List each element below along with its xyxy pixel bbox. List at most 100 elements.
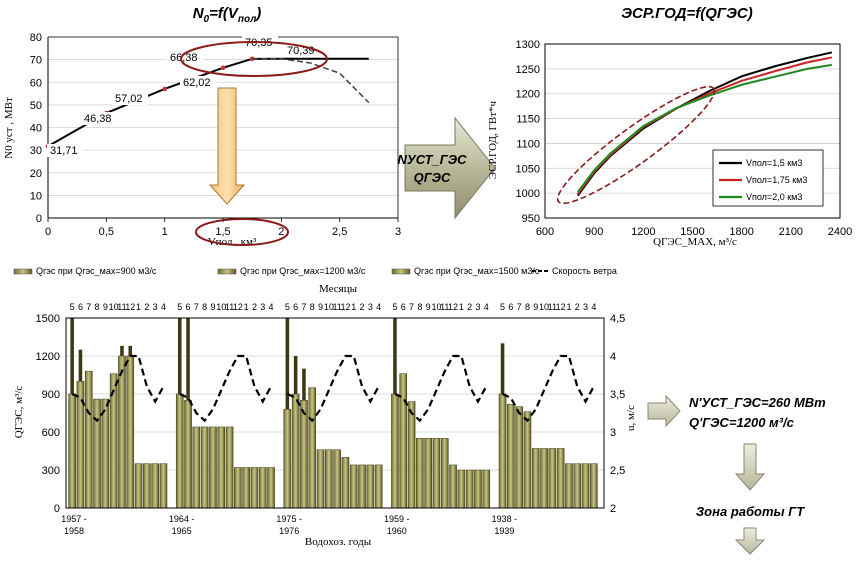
chart1-y-tick: 0 (36, 213, 42, 225)
chart3-month-tick: 12 (340, 302, 350, 312)
chart1-data-point (162, 86, 167, 92)
chart3-month-tick: 2 (144, 302, 149, 312)
chart3-month-tick: 12 (448, 302, 458, 312)
chart3-month-tick: 5 (392, 302, 397, 312)
chart3-legend-swatch (13, 268, 33, 275)
chart3-bar (143, 463, 151, 509)
chart2-title: ЭСР.ГОД=f(QГЭС) (621, 5, 752, 22)
chart3-month-tick: 5 (70, 302, 75, 312)
chart3-month-tick: 10 (539, 302, 549, 312)
chart3-bar (581, 463, 590, 509)
chart3-wind-line (394, 354, 488, 423)
chart3-plot-frame (65, 317, 605, 509)
chart3-y-left-label: QГЭС, м³/с (13, 386, 25, 439)
chart3-bar (234, 467, 242, 509)
chart1-x-tick: 2,5 (332, 226, 347, 238)
chart3-bar (399, 373, 408, 509)
chart3-bar (556, 448, 565, 509)
chart3-wind-line (502, 354, 595, 423)
chart3-y-right-tick: 3 (610, 427, 616, 439)
chart3-month-tick: 1 (351, 302, 356, 312)
chart3-bar (531, 448, 540, 509)
chart1-y-tick: 70 (30, 55, 42, 67)
chart2-x-tick: 1500 (680, 226, 704, 238)
chart3-month-tick: 1 (459, 302, 464, 312)
chart3-bar (407, 401, 416, 509)
chart2-y-tick: 1100 (516, 138, 540, 150)
chart3-bar (358, 464, 366, 509)
chart3-month-tick: 10 (109, 302, 119, 312)
chart3-legend: Qгэс при Qгэс_мах=900 м3/с Qгэс при Qгэс_… (13, 266, 617, 276)
chart3-bar (333, 449, 341, 509)
chart3-year-label: 1938 - (492, 514, 518, 524)
chart3-bar-peak (302, 368, 306, 401)
chart1-x-tick: 1,5 (215, 226, 230, 238)
chart3-bar-peak (120, 345, 124, 356)
chart3-legend-label: Скорость ветра (552, 266, 617, 276)
chart3-bar (449, 464, 457, 509)
chart3-bar (151, 463, 159, 509)
chart3-bar (325, 449, 333, 509)
orange-down-arrow (208, 87, 246, 205)
chart3-month-tick: 6 (508, 302, 513, 312)
chart3-year-label: 1958 (64, 526, 84, 536)
chart2-x-tick: 900 (585, 226, 603, 238)
chart3-month-tick: 4 (484, 302, 489, 312)
chart2-x-axis-label: QГЭС_МАХ, м³/с (653, 236, 737, 248)
chart3-bar (424, 438, 432, 509)
chart3-month-tick: 9 (103, 302, 108, 312)
chart3-month-tick: 11 (548, 302, 557, 312)
chart3-bar (507, 403, 515, 509)
chart3-month-tick: 12 (233, 302, 243, 312)
chart3-bar-peak (186, 318, 190, 401)
chart3-month-tick: 2 (467, 302, 472, 312)
chart3-month-tick: 10 (324, 302, 334, 312)
chart3-legend-label: Qгэс при Qгэс_мах=1500 м3/с (414, 266, 540, 276)
chart3-month-tick: 1 (244, 302, 249, 312)
chart3-y-right-tick: 4 (610, 351, 616, 363)
chart3-bar (118, 355, 126, 509)
chart3-bar (291, 393, 300, 509)
chart3-legend-swatch (217, 268, 237, 275)
chart3-y-right-tick: 2 (610, 503, 616, 515)
chart2-legend-label: Vпол=1,75 км3 (746, 175, 807, 185)
chart1-y-tick: 80 (30, 32, 42, 44)
chart3-bar-peak (78, 349, 83, 382)
chart3-bar (565, 463, 573, 509)
chart3-y-right-label: u, м/с (625, 405, 637, 431)
chart1-x-tick: 0 (45, 226, 51, 238)
chart3-bar (366, 464, 375, 509)
chart3-month-tick: 11 (332, 302, 341, 312)
chart3-y-left-tick: 300 (42, 465, 60, 477)
chart3-bar (391, 393, 399, 509)
chart3-bar (283, 408, 292, 509)
chart-n0-vs-vpol: N0=f(Vпол) 0 10 20 30 40 50 60 70 80 0 0,5 1 1,5 2 2,5… (3, 5, 401, 248)
chart3-bar (93, 398, 101, 509)
chart3-month-tick: 3 (583, 302, 588, 312)
chart3-year-label: 1976 (279, 526, 299, 536)
chart3-month-tick: 11 (117, 302, 126, 312)
chart2-y-tick: 1000 (516, 188, 540, 200)
chart3-bar (308, 387, 317, 509)
chart2-legend-label: Vпол=1,5 км3 (746, 158, 802, 168)
chart3-wind-line (179, 354, 273, 423)
chart3-x-axis-label: Водохоз. годы (305, 536, 372, 548)
chart3-bar (316, 449, 325, 509)
chart3-bar (349, 464, 358, 509)
chart3-bar (250, 467, 259, 509)
chart3-month-tick: 7 (409, 302, 414, 312)
chart3-year-label: 1960 (387, 526, 407, 536)
chart2-x-tick: 1800 (729, 226, 753, 238)
chart1-data-label: 62,02 (183, 77, 211, 89)
chart1-y-tick: 30 (30, 145, 42, 157)
chart3-year-label: 1939 (494, 526, 514, 536)
chart2-y-tick: 1150 (516, 114, 540, 126)
chart3-month-tick: 1 (136, 302, 141, 312)
chart3-bar (175, 393, 184, 509)
chart3-month-tick: 5 (500, 302, 505, 312)
chart3-bar (225, 426, 234, 509)
chart-discharge-bars: Qгэс при Qгэс_мах=900 м3/с Qгэс при Qгэс_… (13, 266, 637, 548)
chart3-y-right-tick: 4,5 (610, 313, 625, 325)
chart3-bar (515, 406, 523, 509)
